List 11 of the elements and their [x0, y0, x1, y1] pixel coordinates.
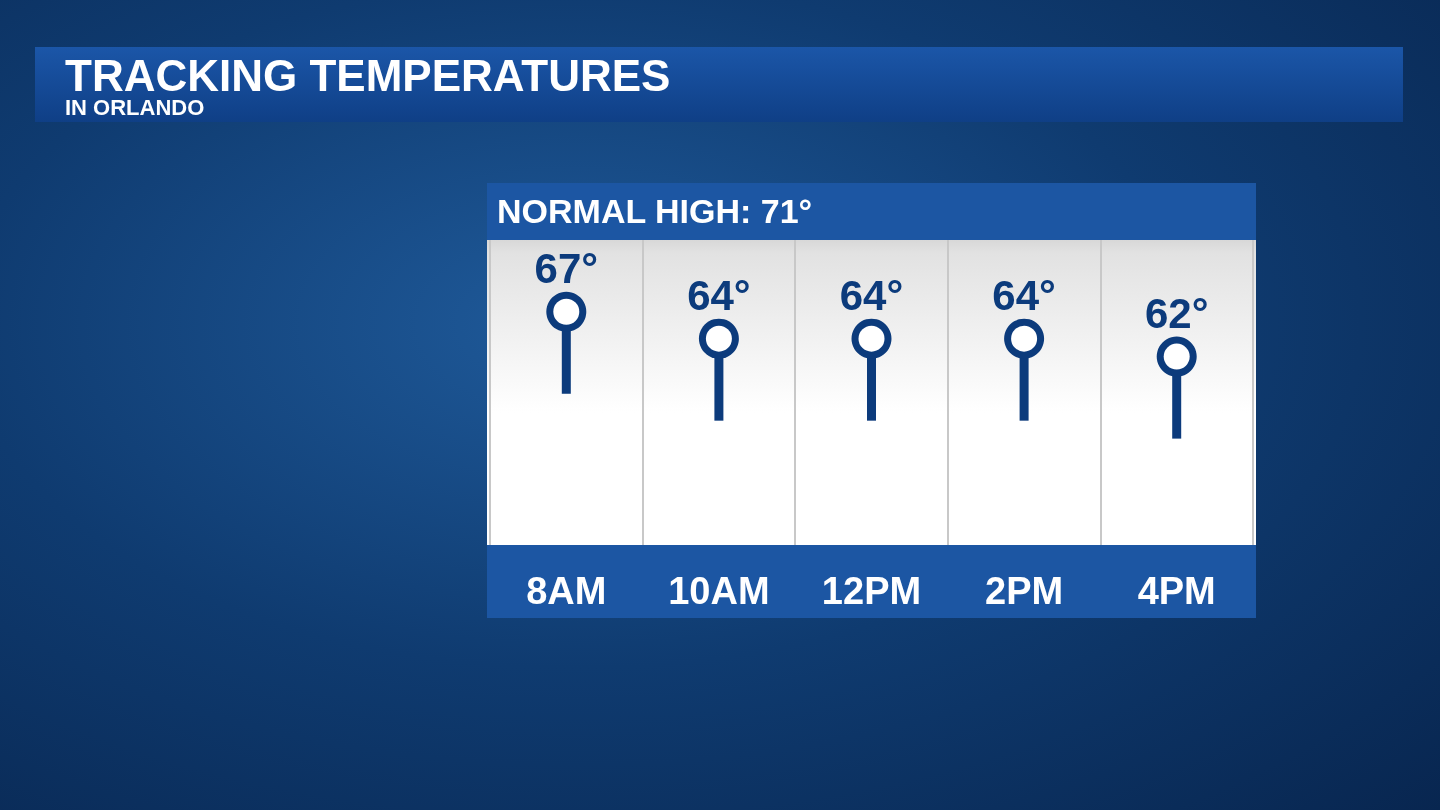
- x-tick-label: 8AM: [526, 570, 607, 612]
- text: NORMAL HIGH: 71°: [487, 183, 1256, 240]
- data-label: 67°: [534, 245, 599, 293]
- data-label: 64°: [992, 272, 1056, 320]
- data-label: 62°: [1144, 290, 1209, 338]
- data-label: 64°: [687, 272, 751, 320]
- data-label: 64°: [839, 272, 904, 320]
- x-tick-label: 12PM: [821, 570, 922, 612]
- x-tick-label: 4PM: [1137, 570, 1216, 612]
- x-tick-label: 2PM: [985, 570, 1064, 612]
- x-tick-label: 10AM: [668, 570, 770, 612]
